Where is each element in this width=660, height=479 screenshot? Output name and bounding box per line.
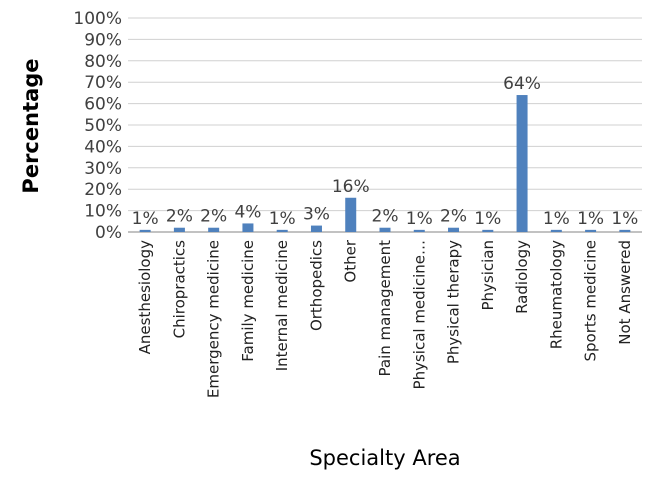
bar [550, 229, 562, 232]
y-tick-label: 20% [84, 180, 122, 200]
category-label: Chiropractics [170, 240, 188, 339]
y-tick-label: 70% [84, 73, 122, 93]
data-label: 1% [577, 209, 604, 229]
category-label: Sports medicine [582, 240, 600, 362]
y-tick-label: 0% [95, 223, 122, 243]
bar [173, 227, 185, 232]
bars [139, 95, 631, 232]
category-label: Physical medicine… [410, 240, 428, 389]
data-label: 2% [440, 207, 467, 227]
category-label: Physician [479, 240, 497, 311]
data-label: 2% [166, 207, 193, 227]
category-label: Not Answered [616, 240, 634, 345]
y-axis-label: Percentage [19, 58, 43, 193]
y-tick-label: 50% [84, 116, 122, 136]
y-tick-label: 40% [84, 137, 122, 157]
category-label: Internal medicine [273, 240, 291, 371]
bar [482, 229, 494, 232]
category-label: Orthopedics [307, 240, 325, 331]
data-label: 4% [234, 202, 261, 222]
gridlines [128, 17, 642, 233]
data-label: 1% [611, 209, 638, 229]
category-labels: Anesthesiology Chiropractics Emergency med… [136, 239, 634, 398]
bar [310, 225, 322, 232]
data-label: 2% [372, 207, 399, 227]
bar [276, 229, 288, 232]
data-labels: 1% 2% 2% 4% 1% 3%16%2% 1% 2% 1%64%1% 1% 1% [132, 74, 639, 229]
bar [242, 223, 254, 232]
bar [448, 227, 460, 232]
y-tick-label: 90% [84, 30, 122, 50]
category-label: Physical therapy [445, 240, 463, 364]
category-label: Emergency medicine [205, 240, 223, 398]
y-tick-label: 30% [84, 159, 122, 179]
bar [345, 197, 357, 232]
category-label: Family medicine [239, 240, 257, 362]
x-axis-label: Specialty Area [309, 446, 460, 470]
bar [208, 227, 220, 232]
category-label: Other [342, 239, 360, 282]
bar [379, 227, 391, 232]
data-label: 3% [303, 205, 330, 225]
y-tick-label: 60% [84, 95, 122, 115]
bar [516, 95, 528, 232]
data-label: 1% [406, 209, 433, 229]
category-label: Pain management [376, 240, 394, 377]
bar [413, 229, 425, 232]
bar [139, 229, 151, 232]
data-label: 16% [332, 177, 370, 197]
data-label: 1% [474, 209, 501, 229]
data-label: 64% [503, 74, 541, 94]
y-tick-label: 100% [73, 9, 122, 29]
data-label: 2% [200, 207, 227, 227]
bar [585, 229, 597, 232]
y-tick-label: 10% [84, 202, 122, 222]
data-label: 1% [543, 209, 570, 229]
category-label: Radiology [513, 240, 531, 314]
bar [619, 229, 631, 232]
data-label: 1% [132, 209, 159, 229]
data-label: 1% [269, 209, 296, 229]
y-axis-ticks: 0%10%20%30%40%50%60%70%80%90%100% [73, 9, 122, 243]
category-label: Rheumatology [547, 240, 565, 349]
y-tick-label: 80% [84, 52, 122, 72]
category-label: Anesthesiology [136, 240, 154, 354]
